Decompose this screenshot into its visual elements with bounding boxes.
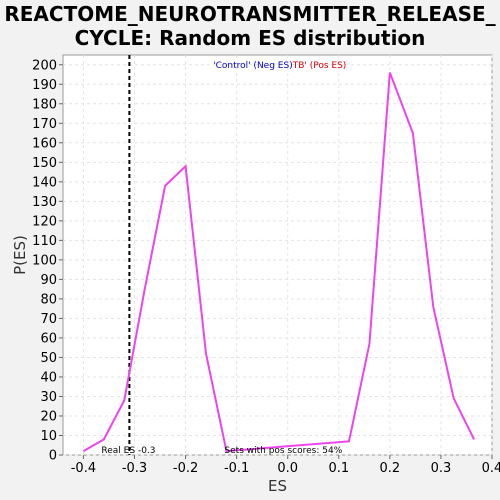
y-tick-label: 100 <box>32 253 57 268</box>
y-axis-ticks: 0 10 20 30 40 50 60 70 80 90 100 110 120 130 140 150 160… <box>32 58 63 464</box>
x-tick-label: 0.1 <box>328 461 349 476</box>
y-tick-label: 170 <box>32 117 57 132</box>
y-tick-label: 90 <box>40 273 57 288</box>
y-tick-label: 180 <box>32 97 57 112</box>
y-tick-label: 30 <box>40 390 57 405</box>
real-es-label: Real ES -0.3 <box>101 446 155 456</box>
y-tick-label: 190 <box>32 78 57 93</box>
y-tick-label: 130 <box>32 195 57 210</box>
x-tick-label: 0.2 <box>380 461 401 476</box>
chart-title: REACTOME_NEUROTRANSMITTER_RELEASE_ CYCLE… <box>0 2 500 50</box>
y-axis-title: P(ES) <box>11 235 29 275</box>
x-axis-title: ES <box>268 477 287 495</box>
y-tick-label: 70 <box>40 312 57 327</box>
x-tick-label: 0.4 <box>482 461 500 476</box>
y-tick-label: 60 <box>40 331 57 346</box>
y-tick-label: 20 <box>40 409 57 424</box>
x-tick-label: 0.0 <box>277 461 298 476</box>
y-tick-label: 40 <box>40 370 57 385</box>
y-tick-label: 80 <box>40 292 57 307</box>
chart-title-line-1: REACTOME_NEUROTRANSMITTER_RELEASE_ <box>4 2 496 26</box>
y-tick-label: 110 <box>32 234 57 249</box>
pos-scores-label: Sets with pos scores: 54% <box>224 446 342 456</box>
y-tick-label: 120 <box>32 214 57 229</box>
y-tick-label: 200 <box>32 58 57 73</box>
grid <box>63 55 493 456</box>
x-tick-label: -0.1 <box>224 461 249 476</box>
x-tick-label: 0.3 <box>431 461 452 476</box>
y-tick-label: 150 <box>32 156 57 171</box>
y-tick-label: 140 <box>32 175 57 190</box>
legend-neg-label: 'Control' (Neg ES) <box>213 61 293 71</box>
chart-title-line-2: CYCLE: Random ES distribution <box>74 26 426 50</box>
x-tick-label: -0.4 <box>71 461 96 476</box>
x-axis-ticks: -0.4 -0.3 -0.2 -0.1 0.0 0.1 0.2 0.3 0.4 <box>71 455 500 476</box>
x-tick-label: -0.3 <box>122 461 147 476</box>
series-line <box>82 72 476 453</box>
legend-pos-label: TB' (Pos ES) <box>292 61 347 71</box>
y-tick-label: 50 <box>40 351 57 366</box>
y-tick-label: 10 <box>40 429 57 444</box>
y-tick-label: 0 <box>49 449 57 464</box>
x-tick-label: -0.2 <box>173 461 198 476</box>
y-tick-label: 160 <box>32 136 57 151</box>
